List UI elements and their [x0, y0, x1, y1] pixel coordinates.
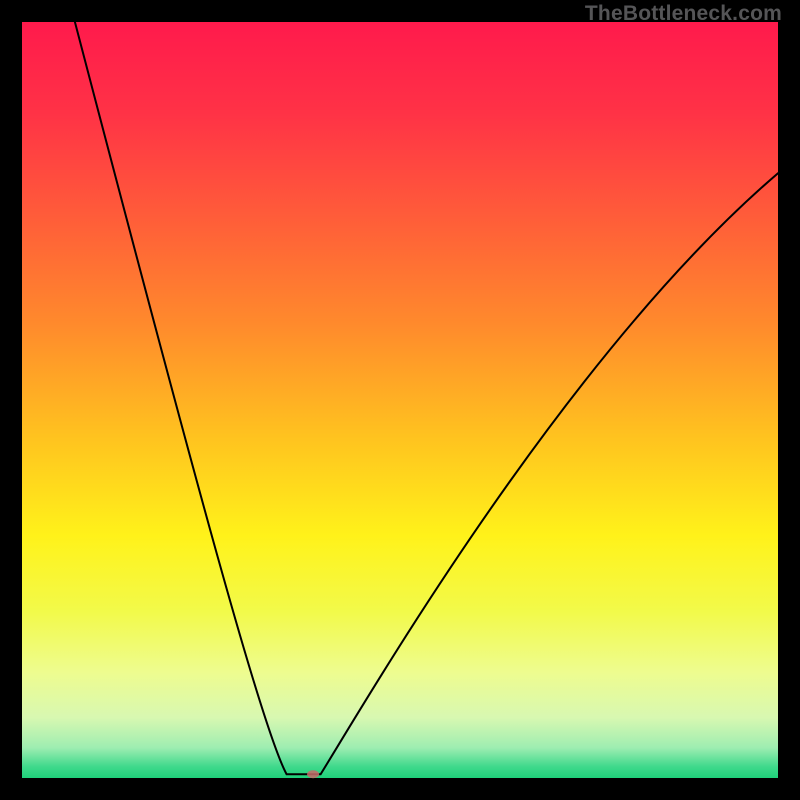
watermark-text: TheBottleneck.com [585, 2, 782, 26]
plot-background [22, 22, 778, 778]
minimum-marker [307, 770, 319, 778]
chart-frame: { "watermark": { "text": "TheBottleneck.… [0, 0, 800, 800]
bottleneck-chart [0, 0, 800, 800]
